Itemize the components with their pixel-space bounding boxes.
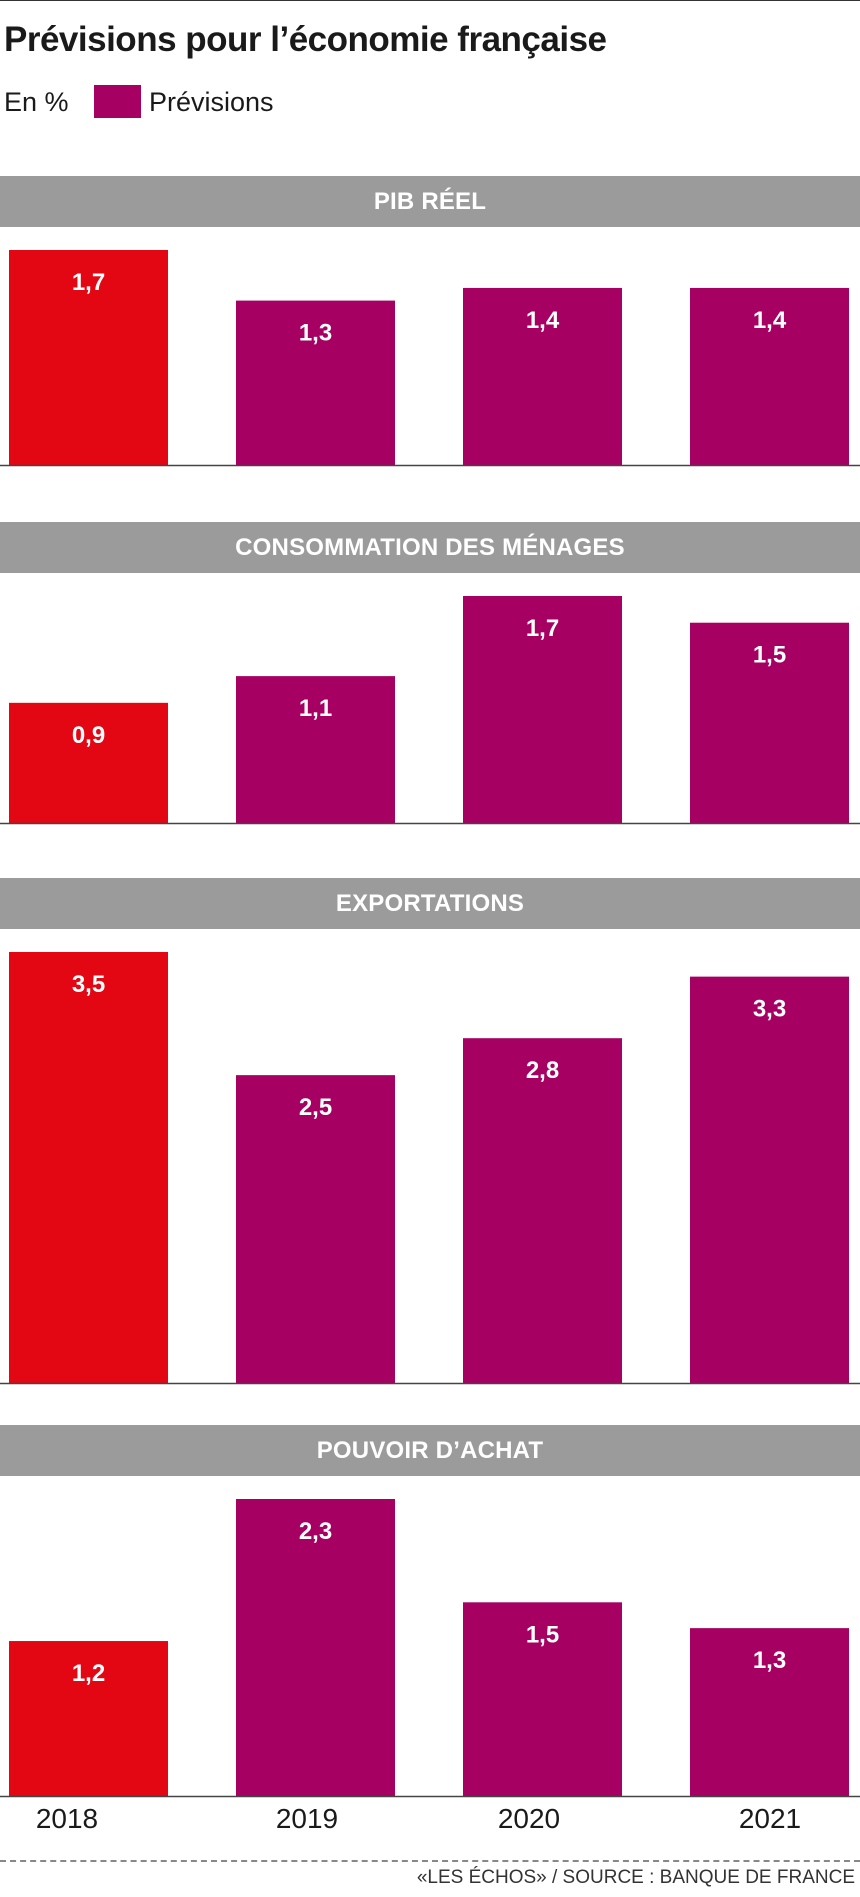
- x-tick-label: 2020: [497, 1803, 561, 1834]
- value-label: 1,7: [526, 615, 559, 642]
- value-label: 1,2: [72, 1660, 105, 1687]
- bar-2021: [690, 622, 849, 823]
- bar-2019: [236, 676, 395, 823]
- value-label: 1,3: [299, 320, 332, 347]
- bar-2018: [9, 702, 168, 823]
- bar-2018: [9, 250, 168, 465]
- value-label: 2,5: [299, 1094, 332, 1121]
- legend-label-forecast: Prévisions: [149, 87, 274, 117]
- value-label: 1,4: [753, 307, 787, 334]
- x-tick-label: 2019: [275, 1803, 339, 1834]
- value-label: 3,5: [72, 971, 105, 998]
- bar-2020: [463, 1038, 622, 1383]
- footer-divider: [0, 1860, 860, 1862]
- value-label: 1,5: [753, 642, 786, 669]
- value-label: 2,3: [299, 1518, 332, 1545]
- bar-2019: [236, 300, 395, 465]
- value-label: 2,8: [526, 1057, 559, 1084]
- bar-2018: [9, 952, 168, 1383]
- value-label: 1,5: [526, 1621, 559, 1648]
- source-credit: «LES ÉCHOS» / SOURCE : BANQUE DE FRANCE: [416, 1867, 855, 1888]
- panel-title-consommation: CONSOMMATION DES MÉNAGES: [0, 522, 860, 573]
- chart-pouvoir-achat: 1,2 2,3 1,5 1,3: [0, 1499, 860, 1798]
- bar-2021: [690, 1628, 849, 1796]
- unit-label: En %: [4, 87, 69, 117]
- chart-title: Prévisions pour l’économie française: [4, 20, 607, 59]
- chart-pib-reel: 1,7 1,3 1,4 1,4: [0, 250, 860, 467]
- legend-swatch-forecast: [94, 85, 141, 118]
- bar-2021: [690, 976, 849, 1383]
- bar-2020: [463, 596, 622, 823]
- bar-2021: [690, 287, 849, 465]
- chart-consommation-menages: 0,9 1,1 1,7 1,5: [0, 596, 860, 825]
- value-label: 1,1: [299, 695, 332, 722]
- chart-exportations: 3,5 2,5 2,8 3,3: [0, 952, 860, 1385]
- bar-2018: [9, 1641, 168, 1796]
- value-label: 0,9: [72, 722, 105, 749]
- x-tick-label: 2021: [738, 1803, 802, 1834]
- bar-2020: [463, 1602, 622, 1796]
- panel-title-pouvoir-achat: POUVOIR D’ACHAT: [0, 1425, 860, 1476]
- panel-title-exportations: EXPORTATIONS: [0, 878, 860, 929]
- bar-2019: [236, 1075, 395, 1383]
- bar-2019: [236, 1499, 395, 1796]
- value-label: 1,7: [72, 269, 105, 296]
- top-rule: [0, 0, 860, 1]
- bar-2020: [463, 287, 622, 465]
- value-label: 1,3: [753, 1647, 786, 1674]
- value-label: 3,3: [753, 996, 786, 1023]
- panel-title-pib-reel: PIB RÉEL: [0, 176, 860, 227]
- value-label: 1,4: [526, 307, 560, 334]
- x-tick-label: 2018: [35, 1803, 99, 1834]
